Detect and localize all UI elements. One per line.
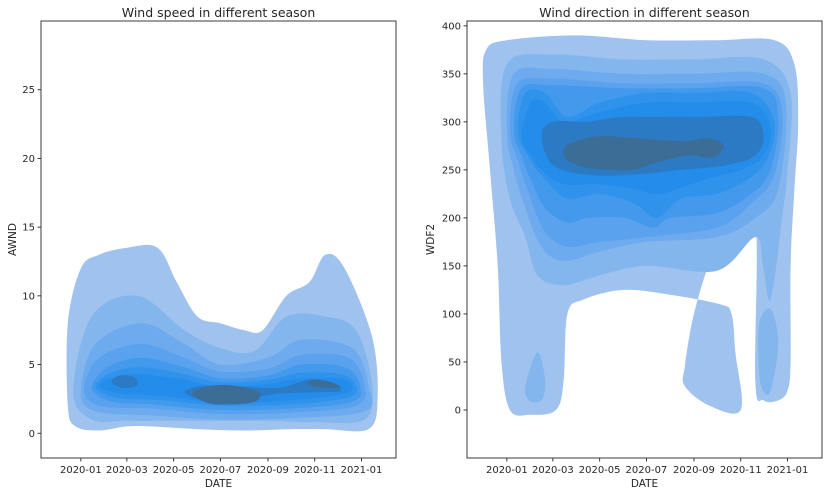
wind-speed-y-tick-label: 20 bbox=[22, 154, 35, 165]
wind-speed-panel: 2020-01 2020-03 2020-05 2020-07 2020-09 2020-… bbox=[7, 5, 397, 490]
wind-speed-x-tick-label: 2020-07 bbox=[200, 465, 242, 476]
wind-direction-y-tick-label: 100 bbox=[442, 309, 461, 320]
wind-direction-x-tick-label: 2020-11 bbox=[720, 465, 762, 476]
wind-speed-y-tick-label: 0 bbox=[29, 429, 35, 440]
wind-speed-x-tick-label: 2020-01 bbox=[60, 465, 102, 476]
wind-speed-x-tick-label: 2020-11 bbox=[294, 465, 336, 476]
wind-direction-y-tick-label: 300 bbox=[442, 117, 461, 128]
wind-direction-density-level-9-region-10 bbox=[563, 136, 724, 171]
wind-direction-y-axis: 0 50 100 150 200 250 300 350 400 bbox=[442, 21, 467, 416]
wind-speed-x-tick-label: 2021-01 bbox=[341, 465, 383, 476]
wind-speed-y-tick-label: 15 bbox=[22, 223, 35, 234]
wind-speed-density-level-8-region-7 bbox=[111, 375, 139, 389]
wind-direction-x-tick-label: 2020-05 bbox=[579, 465, 621, 476]
wind-direction-density-layer bbox=[482, 35, 799, 416]
wind-speed-x-axis: 2020-01 2020-03 2020-05 2020-07 2020-09 2020-… bbox=[60, 458, 382, 476]
wind-direction-density-level-2-region-3 bbox=[758, 308, 779, 396]
wind-direction-y-tick-label: 400 bbox=[442, 21, 461, 32]
wind-direction-y-tick-label: 200 bbox=[442, 213, 461, 224]
wind-speed-x-tick-label: 2020-09 bbox=[247, 465, 289, 476]
wind-direction-y-tick-label: 350 bbox=[442, 69, 461, 80]
wind-direction-x-tick-label: 2020-01 bbox=[486, 465, 528, 476]
wind-speed-density-level-9-region-10 bbox=[308, 379, 341, 388]
wind-direction-x-tick-label: 2020-07 bbox=[626, 465, 668, 476]
wind-speed-x-tick-label: 2020-05 bbox=[153, 465, 195, 476]
wind-direction-x-tick-label: 2021-01 bbox=[767, 465, 809, 476]
wind-direction-x-tick-label: 2020-03 bbox=[532, 465, 574, 476]
wind-direction-y-tick-label: 0 bbox=[455, 405, 461, 416]
wind-speed-chart-title: Wind speed in different season bbox=[122, 5, 316, 20]
wind-direction-chart-title: Wind direction in different season bbox=[539, 5, 750, 20]
wind-direction-panel: 2020-01 2020-03 2020-05 2020-07 2020-09 2020-… bbox=[425, 5, 823, 490]
wind-direction-density-level-2-region-2 bbox=[524, 352, 546, 403]
wind-direction-y-tick-label: 250 bbox=[442, 165, 461, 176]
wind-direction-y-axis-title: WDF2 bbox=[425, 224, 437, 255]
wind-direction-x-tick-label: 2020-09 bbox=[673, 465, 715, 476]
wind-speed-x-tick-label: 2020-03 bbox=[106, 465, 148, 476]
wind-speed-y-axis-title: AWND bbox=[7, 223, 19, 256]
wind-speed-density-level-9-region-9 bbox=[192, 384, 261, 405]
wind-direction-y-tick-label: 150 bbox=[442, 261, 461, 272]
wind-direction-x-axis: 2020-01 2020-03 2020-05 2020-07 2020-09 2020-… bbox=[486, 458, 808, 476]
wind-speed-x-axis-title: DATE bbox=[205, 478, 232, 490]
wind-speed-plot-frame bbox=[40, 20, 397, 459]
wind-speed-y-tick-label: 25 bbox=[22, 85, 35, 96]
wind-direction-y-tick-label: 50 bbox=[448, 357, 461, 368]
wind-speed-y-tick-label: 5 bbox=[29, 360, 35, 371]
wind-speed-y-tick-label: 10 bbox=[22, 291, 35, 302]
wind-direction-plot-frame bbox=[466, 20, 823, 459]
wind-speed-density-layer bbox=[66, 244, 378, 432]
wind-direction-x-axis-title: DATE bbox=[631, 478, 658, 490]
wind-speed-y-axis: 0 5 10 15 20 25 bbox=[22, 85, 41, 440]
